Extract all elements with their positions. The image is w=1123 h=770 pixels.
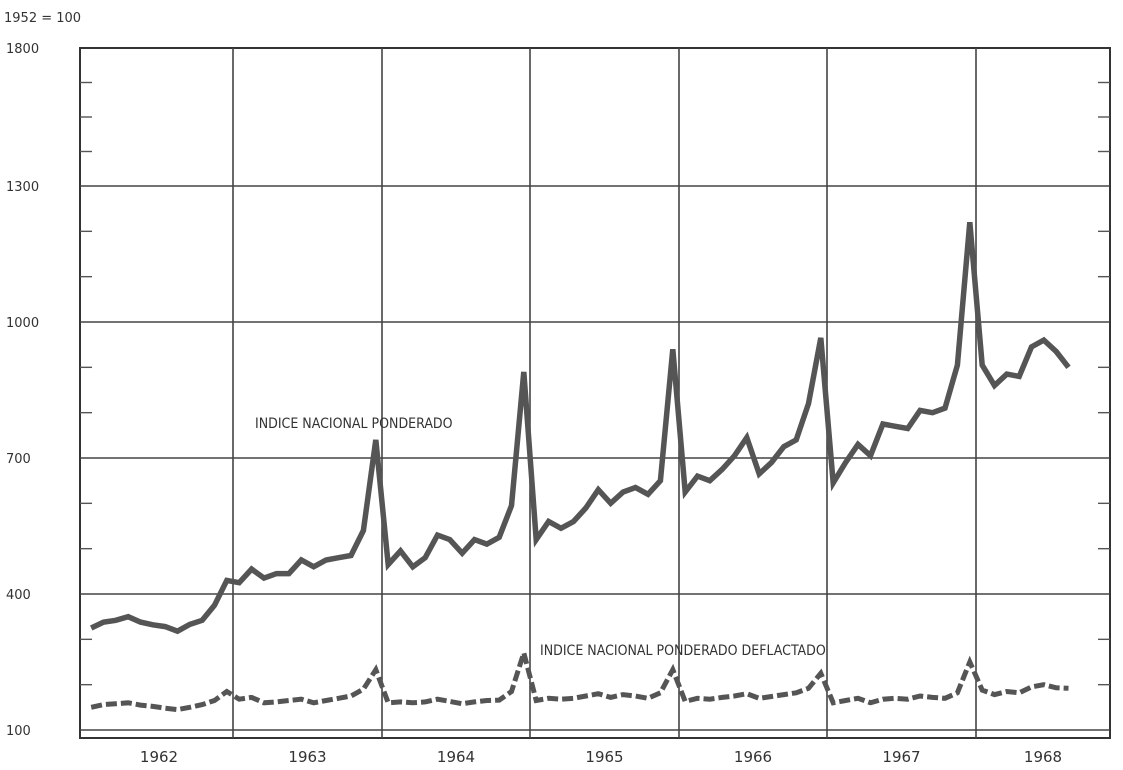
x-tick-label: 1965 [585,748,623,766]
plot-frame [79,47,1111,739]
x-tick-label: 1962 [140,748,178,766]
minor-ticks [80,81,1110,686]
x-axis-tick-labels: 1962 1963 1964 1965 1966 1967 1968 [140,748,1062,766]
x-tick-label: 1967 [882,748,920,766]
series-label-ponderado: INDICE NACIONAL PONDERADO [255,416,453,432]
y-tick-label: 100 [6,724,31,739]
series-label-deflactado: INDICE NACIONAL PONDERADO DEFLACTADO [540,643,826,659]
x-tick-label: 1963 [288,748,326,766]
series-line-1 [90,222,1071,635]
y-tick-label: 1000 [6,316,39,331]
y-tick-label: 1300 [6,180,39,195]
y-tick-label: 700 [6,452,31,467]
x-tick-label: 1968 [1024,748,1062,766]
y-tick-label: 400 [6,588,31,603]
y-axis-tick-labels: 1800 1300 1000 700 400 100 [6,42,39,739]
series-layer [90,222,1071,713]
x-tick-label: 1966 [734,748,772,766]
unit-label: 1952 = 100 [4,11,81,26]
x-tick-label: 1964 [437,748,475,766]
y-tick-label: 1800 [6,42,39,57]
series-line-2 [90,643,1069,713]
